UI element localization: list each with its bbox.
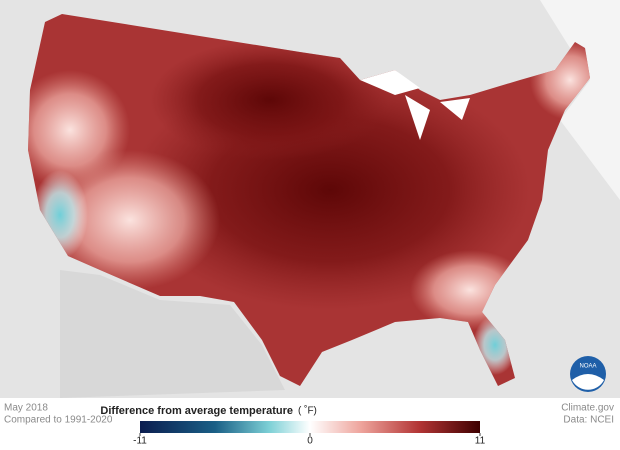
logo-text: NOAA bbox=[579, 364, 596, 370]
scale-tick-label: 0 bbox=[307, 436, 313, 447]
mexico bbox=[60, 270, 285, 398]
site: Climate.gov bbox=[561, 403, 614, 414]
period: May 2018 bbox=[4, 403, 48, 414]
scale-tick-label: -11 bbox=[133, 436, 147, 447]
scale-tick-label: 11 bbox=[475, 436, 486, 447]
color-scale bbox=[140, 421, 480, 433]
baseline: Compared to 1991-2020 bbox=[4, 415, 113, 426]
legend-title: Difference from average temperature bbox=[100, 405, 293, 417]
legend-unit: ( ˚F) bbox=[298, 405, 317, 417]
ocean bbox=[540, 0, 620, 200]
source: Data: NCEI bbox=[563, 415, 614, 426]
great-lakes bbox=[360, 70, 470, 140]
noaa-logo: NOAA bbox=[570, 356, 606, 392]
